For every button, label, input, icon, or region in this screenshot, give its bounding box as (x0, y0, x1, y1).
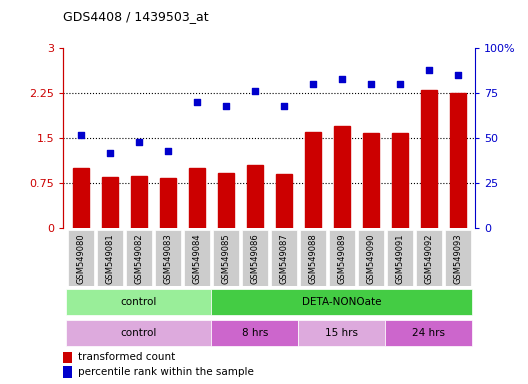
Bar (211, 290, 473, 315)
Bar (66, 290, 211, 315)
Bar (66, 320, 211, 346)
Text: GSM549084: GSM549084 (192, 233, 201, 284)
Text: GSM549085: GSM549085 (221, 233, 230, 284)
Text: GSM549086: GSM549086 (250, 233, 259, 284)
Bar (213, 230, 239, 286)
Point (193, 99, 201, 105)
Text: GSM549081: GSM549081 (105, 233, 114, 284)
Bar (271, 230, 297, 286)
Bar (421, 90, 437, 228)
Bar (160, 178, 176, 228)
Point (106, 150, 114, 156)
Bar (102, 177, 118, 228)
Text: DETA-NONOate: DETA-NONOate (302, 297, 382, 307)
Bar (300, 230, 326, 286)
Bar (445, 230, 471, 286)
Bar (126, 230, 152, 286)
Point (395, 81, 404, 87)
Bar (305, 132, 321, 228)
Bar (63, 366, 72, 378)
Bar (416, 230, 442, 286)
Bar (211, 320, 298, 346)
Text: percentile rank within the sample: percentile rank within the sample (78, 367, 253, 377)
Bar (131, 175, 147, 228)
Bar (184, 230, 210, 286)
Text: transformed count: transformed count (78, 353, 175, 362)
Point (454, 72, 462, 78)
Bar (247, 165, 263, 228)
Text: 24 hrs: 24 hrs (412, 328, 445, 338)
Point (164, 148, 172, 154)
Bar (63, 352, 72, 363)
Bar (329, 230, 355, 286)
Bar (276, 174, 292, 228)
Bar (386, 230, 413, 286)
Point (425, 66, 433, 73)
Text: GSM549089: GSM549089 (337, 233, 346, 284)
Text: GSM549083: GSM549083 (163, 233, 172, 284)
Text: GSM549087: GSM549087 (279, 233, 288, 284)
Bar (334, 126, 350, 228)
Text: control: control (120, 328, 157, 338)
Bar (298, 320, 385, 346)
Bar (363, 133, 379, 228)
Text: GSM549082: GSM549082 (134, 233, 143, 284)
Point (337, 76, 346, 82)
Point (308, 81, 317, 87)
Bar (68, 230, 94, 286)
Point (135, 139, 143, 145)
Point (366, 81, 375, 87)
Text: GSM549080: GSM549080 (76, 233, 85, 284)
Bar (392, 133, 408, 228)
Text: GSM549092: GSM549092 (425, 233, 433, 284)
Text: GSM549093: GSM549093 (454, 233, 463, 284)
Point (251, 88, 259, 94)
Text: GSM549088: GSM549088 (308, 233, 317, 284)
Bar (155, 230, 181, 286)
Bar (450, 93, 466, 228)
Text: 15 hrs: 15 hrs (325, 328, 359, 338)
Bar (218, 173, 234, 228)
Text: GSM549090: GSM549090 (366, 233, 375, 284)
Text: GDS4408 / 1439503_at: GDS4408 / 1439503_at (63, 10, 209, 23)
Bar (385, 320, 473, 346)
Point (77, 132, 85, 138)
Text: control: control (120, 297, 157, 307)
Text: GSM549091: GSM549091 (395, 233, 404, 284)
Bar (189, 168, 205, 228)
Point (222, 103, 230, 109)
Bar (242, 230, 268, 286)
Point (279, 103, 288, 109)
Text: 8 hrs: 8 hrs (242, 328, 268, 338)
Bar (73, 168, 89, 228)
Bar (358, 230, 384, 286)
Bar (97, 230, 123, 286)
